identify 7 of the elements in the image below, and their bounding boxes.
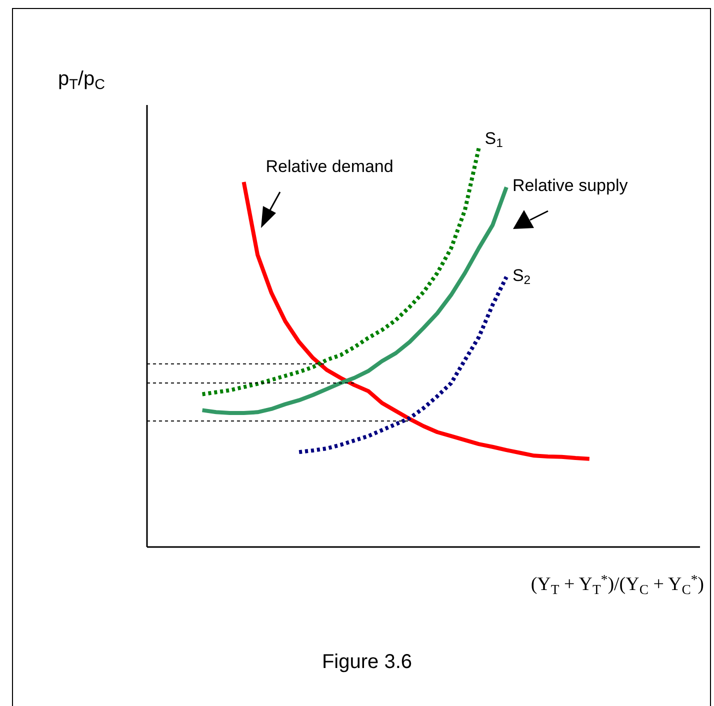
series-label: Relative supply <box>512 176 628 196</box>
y-axis-title: p$_{T}$/p$_{C}$ <box>58 68 106 92</box>
caption: Figure 3.6 <box>322 651 412 673</box>
series-label: S$_{1}$ <box>484 129 504 150</box>
series-label: Relative demand <box>266 156 394 176</box>
text: (Y$_{T}$ + Y$_{T}$$^{*}$)/(Y$_{C}$ + Y$_{C}$$^{*}$) <box>530 572 704 596</box>
series-label: S$_{2}$ <box>512 266 531 287</box>
